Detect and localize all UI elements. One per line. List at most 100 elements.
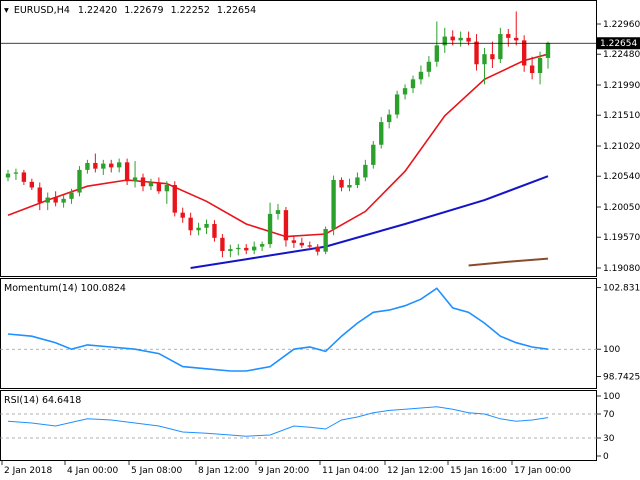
candle bbox=[323, 226, 328, 255]
candle bbox=[37, 182, 42, 211]
low-value: 1.22252 bbox=[171, 5, 210, 16]
candle bbox=[109, 159, 114, 173]
candle bbox=[164, 181, 170, 204]
candle bbox=[29, 178, 35, 191]
candle bbox=[140, 173, 146, 192]
candle bbox=[339, 177, 344, 192]
candle bbox=[196, 222, 201, 236]
time-tick-label: 15 Jan 16:00 bbox=[450, 466, 507, 476]
candle bbox=[116, 158, 122, 173]
candle bbox=[53, 191, 58, 207]
price-axis: 1.22960 1.22480 1.21990 1.21510 1.21020 1.205… bbox=[597, 20, 640, 274]
candle bbox=[204, 219, 209, 235]
price-tick-label: 1.19570 bbox=[603, 233, 640, 243]
candle bbox=[291, 235, 297, 248]
candle bbox=[426, 56, 432, 77]
rsi-tick-label: 100 bbox=[603, 392, 620, 402]
candle bbox=[85, 159, 90, 174]
ma-slow-line bbox=[190, 175, 549, 269]
candle bbox=[347, 178, 352, 192]
candle bbox=[315, 244, 320, 256]
candle bbox=[529, 56, 535, 80]
candle bbox=[148, 178, 154, 191]
time-axis: 2 Jan 2018 4 Jan 00:00 5 Jan 08:00 8 Jan 12… bbox=[1, 461, 571, 476]
rsi-panel[interactable] bbox=[0, 390, 597, 461]
candle bbox=[474, 34, 479, 71]
candle bbox=[93, 153, 98, 173]
time-tick-label: 11 Jan 04:00 bbox=[322, 466, 379, 476]
candle bbox=[251, 241, 257, 255]
candle bbox=[299, 237, 305, 248]
current-price-label: 1.22654 bbox=[600, 39, 637, 49]
momentum-tick-label: 98.7425 bbox=[603, 373, 640, 383]
candle bbox=[498, 27, 503, 63]
candle bbox=[101, 159, 106, 175]
momentum-panel[interactable] bbox=[0, 278, 597, 389]
open-value: 1.22420 bbox=[78, 5, 117, 16]
candle bbox=[244, 244, 249, 255]
price-tick-label: 1.20050 bbox=[603, 203, 640, 213]
time-tick-label: 8 Jan 12:00 bbox=[198, 466, 250, 476]
candle bbox=[410, 75, 416, 94]
candle bbox=[61, 195, 66, 208]
candle bbox=[537, 51, 543, 85]
candle bbox=[275, 203, 281, 220]
candle bbox=[514, 11, 519, 46]
candle bbox=[482, 47, 487, 85]
price-tick-label: 1.22960 bbox=[603, 20, 640, 30]
candle bbox=[180, 207, 185, 223]
momentum-tick-label: 102.8317 bbox=[603, 284, 640, 294]
candle bbox=[386, 109, 392, 129]
candle bbox=[124, 158, 130, 185]
candle bbox=[394, 90, 400, 119]
candle bbox=[212, 220, 217, 242]
high-value: 1.22679 bbox=[124, 5, 163, 16]
price-tick-label: 1.21020 bbox=[603, 142, 640, 152]
price-tick-label: 1.21510 bbox=[603, 111, 640, 121]
current-price-badge bbox=[597, 37, 640, 50]
momentum-title: Momentum(14) 100.0824 bbox=[4, 283, 126, 294]
close-value: 1.22654 bbox=[217, 5, 256, 16]
candle bbox=[77, 166, 82, 197]
price-tick-label: 1.19080 bbox=[603, 264, 640, 274]
candle bbox=[434, 21, 440, 67]
candle bbox=[379, 117, 384, 149]
candle bbox=[458, 31, 463, 47]
candle-series bbox=[5, 11, 551, 258]
candle bbox=[5, 169, 11, 182]
candle bbox=[188, 212, 193, 236]
candle bbox=[132, 161, 138, 188]
main-price-panel[interactable] bbox=[0, 0, 597, 277]
time-tick-label: 12 Jan 12:00 bbox=[387, 466, 444, 476]
candle bbox=[490, 41, 495, 69]
candle bbox=[521, 35, 527, 72]
candle bbox=[506, 29, 511, 47]
time-tick-label: 9 Jan 20:00 bbox=[258, 466, 310, 476]
candle bbox=[220, 234, 225, 258]
rsi-title: RSI(14) 64.6418 bbox=[4, 395, 81, 406]
price-tick-label: 1.20540 bbox=[603, 172, 640, 182]
rsi-tick-label: 30 bbox=[603, 434, 615, 444]
candle bbox=[363, 159, 368, 182]
time-tick-label: 17 Jan 00:00 bbox=[514, 466, 571, 476]
momentum-tick-label: 100 bbox=[603, 345, 620, 355]
candle bbox=[307, 241, 312, 251]
momentum-line bbox=[7, 287, 549, 372]
chart-header: ▾ EURUSD,H4 1.22420 1.22679 1.22252 1.22… bbox=[4, 5, 256, 16]
candle bbox=[442, 27, 447, 53]
symbol-label: EURUSD,H4 bbox=[14, 5, 70, 16]
rsi-line bbox=[7, 406, 549, 437]
candle bbox=[267, 202, 273, 248]
rsi-tick-label: 0 bbox=[603, 452, 609, 462]
rsi-tick-label: 70 bbox=[603, 410, 615, 420]
candle bbox=[236, 244, 241, 256]
candle bbox=[21, 169, 27, 185]
momentum-axis: 102.8317 100 98.7425 bbox=[597, 284, 640, 383]
dropdown-arrow-icon[interactable]: ▾ bbox=[4, 5, 9, 16]
time-tick-label: 2 Jan 2018 bbox=[4, 466, 52, 476]
time-tick-label: 4 Jan 00:00 bbox=[67, 466, 119, 476]
price-tick-label: 1.22480 bbox=[603, 50, 640, 60]
candle bbox=[69, 188, 74, 204]
candle bbox=[45, 192, 50, 211]
